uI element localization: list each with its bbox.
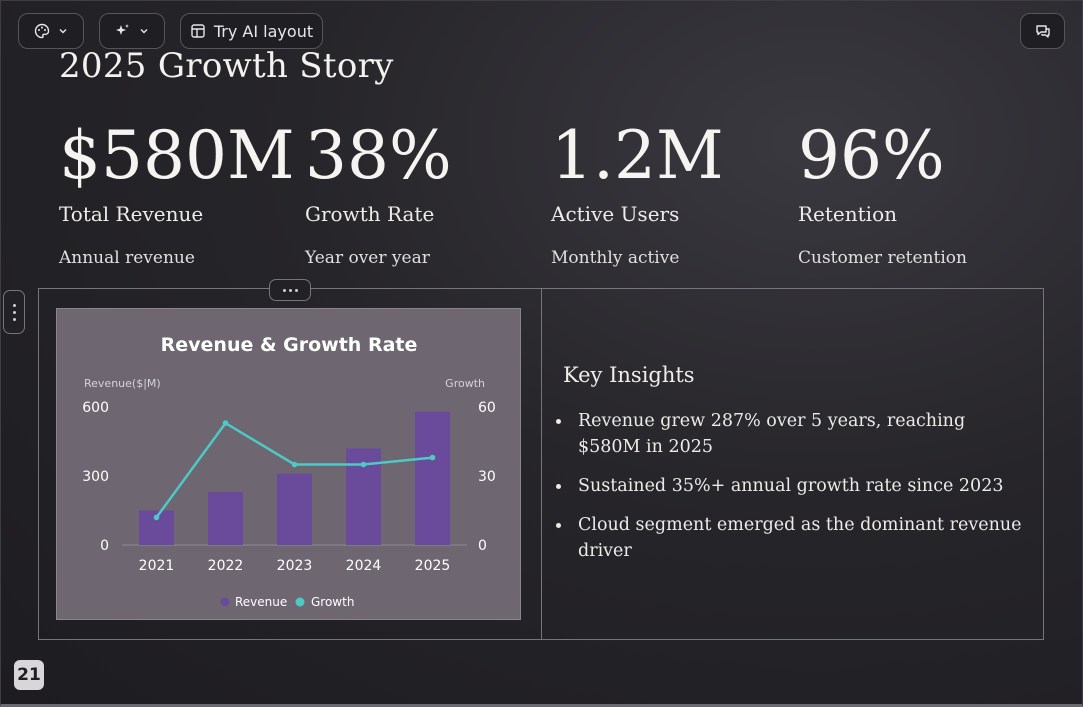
stat-subtitle: Monthly active [551, 248, 680, 268]
layout-icon [190, 23, 206, 39]
y2-axis-label: Growth [445, 377, 485, 390]
stat-subtitle: Customer retention [798, 248, 967, 268]
revenue-growth-chart: Revenue & Growth Rate Revenue($|M) Growth 0… [82, 334, 496, 609]
x-tick-label: 2022 [208, 558, 244, 574]
x-tick-label: 2021 [139, 558, 175, 574]
theme-button[interactable] [18, 13, 84, 49]
insight-item: Cloud segment emerged as the dominant re… [556, 512, 1026, 564]
revenue-bar [415, 411, 450, 545]
legend-label-growth: Growth [311, 595, 354, 609]
x-tick-label: 2024 [346, 558, 382, 574]
y2-tick-label: 60 [478, 400, 496, 416]
x-tick-label: 2025 [415, 558, 451, 574]
revenue-bar [277, 473, 312, 545]
growth-point [429, 454, 436, 461]
stat-subtitle: Annual revenue [59, 248, 195, 268]
chart-panel[interactable]: Revenue & Growth Rate Revenue($|M) Growth 0… [56, 308, 521, 620]
insights-title: Key Insights [563, 363, 695, 387]
insight-item: Sustained 35%+ annual growth rate since … [556, 473, 1026, 499]
growth-point [291, 461, 298, 468]
comments-button[interactable] [1020, 13, 1065, 49]
stat-retention: 96% Retention Customer retention [798, 117, 1038, 269]
x-tick-label: 2023 [277, 558, 313, 574]
insight-item: Revenue grew 287% over 5 years, reaching… [556, 408, 1026, 460]
legend-marker-growth [295, 597, 305, 607]
palette-icon [34, 23, 50, 39]
slide-title: 2025 Growth Story [59, 46, 394, 86]
stat-value: 38% [305, 117, 452, 194]
stat-value: $580M [59, 117, 295, 194]
y-tick-label: 0 [100, 538, 109, 554]
legend-label-revenue: Revenue [235, 595, 287, 609]
y-tick-label: 300 [82, 469, 109, 485]
comments-icon [1035, 23, 1051, 39]
stat-label: Total Revenue [59, 202, 204, 226]
y-axis-label: Revenue($|M) [84, 377, 161, 390]
stat-value: 1.2M [551, 117, 724, 194]
try-ai-layout-label: Try AI layout [213, 21, 314, 41]
ai-tools-button[interactable] [99, 13, 165, 49]
growth-point [360, 461, 367, 468]
revenue-bar [208, 492, 243, 545]
stat-label: Active Users [551, 202, 680, 226]
legend-marker-revenue [220, 597, 230, 607]
stat-total-revenue: $580M Total Revenue Annual revenue [59, 117, 299, 269]
column-divider[interactable] [541, 288, 542, 640]
chart-title: Revenue & Growth Rate [161, 334, 418, 356]
sparkle-icon [115, 23, 131, 39]
stat-label: Retention [798, 202, 898, 226]
growth-point [153, 514, 160, 521]
insights-list: Revenue grew 287% over 5 years, reaching… [556, 408, 1026, 577]
stat-value: 96% [798, 117, 945, 194]
try-ai-layout-button[interactable]: Try AI layout [180, 13, 323, 49]
block-side-handle[interactable] [3, 290, 25, 334]
growth-point [222, 420, 229, 426]
stat-label: Growth Rate [305, 202, 435, 226]
y-tick-label: 600 [82, 400, 109, 416]
chevron-down-icon [58, 26, 68, 36]
stat-growth-rate: 38% Growth Rate Year over year [305, 117, 545, 269]
block-drag-handle[interactable] [269, 279, 311, 301]
y2-tick-label: 30 [478, 469, 496, 485]
chevron-down-icon [139, 26, 149, 36]
page-number-badge[interactable]: 21 [14, 660, 44, 690]
stat-active-users: 1.2M Active Users Monthly active [551, 117, 791, 269]
stat-subtitle: Year over year [305, 248, 430, 268]
y2-tick-label: 0 [478, 538, 487, 554]
